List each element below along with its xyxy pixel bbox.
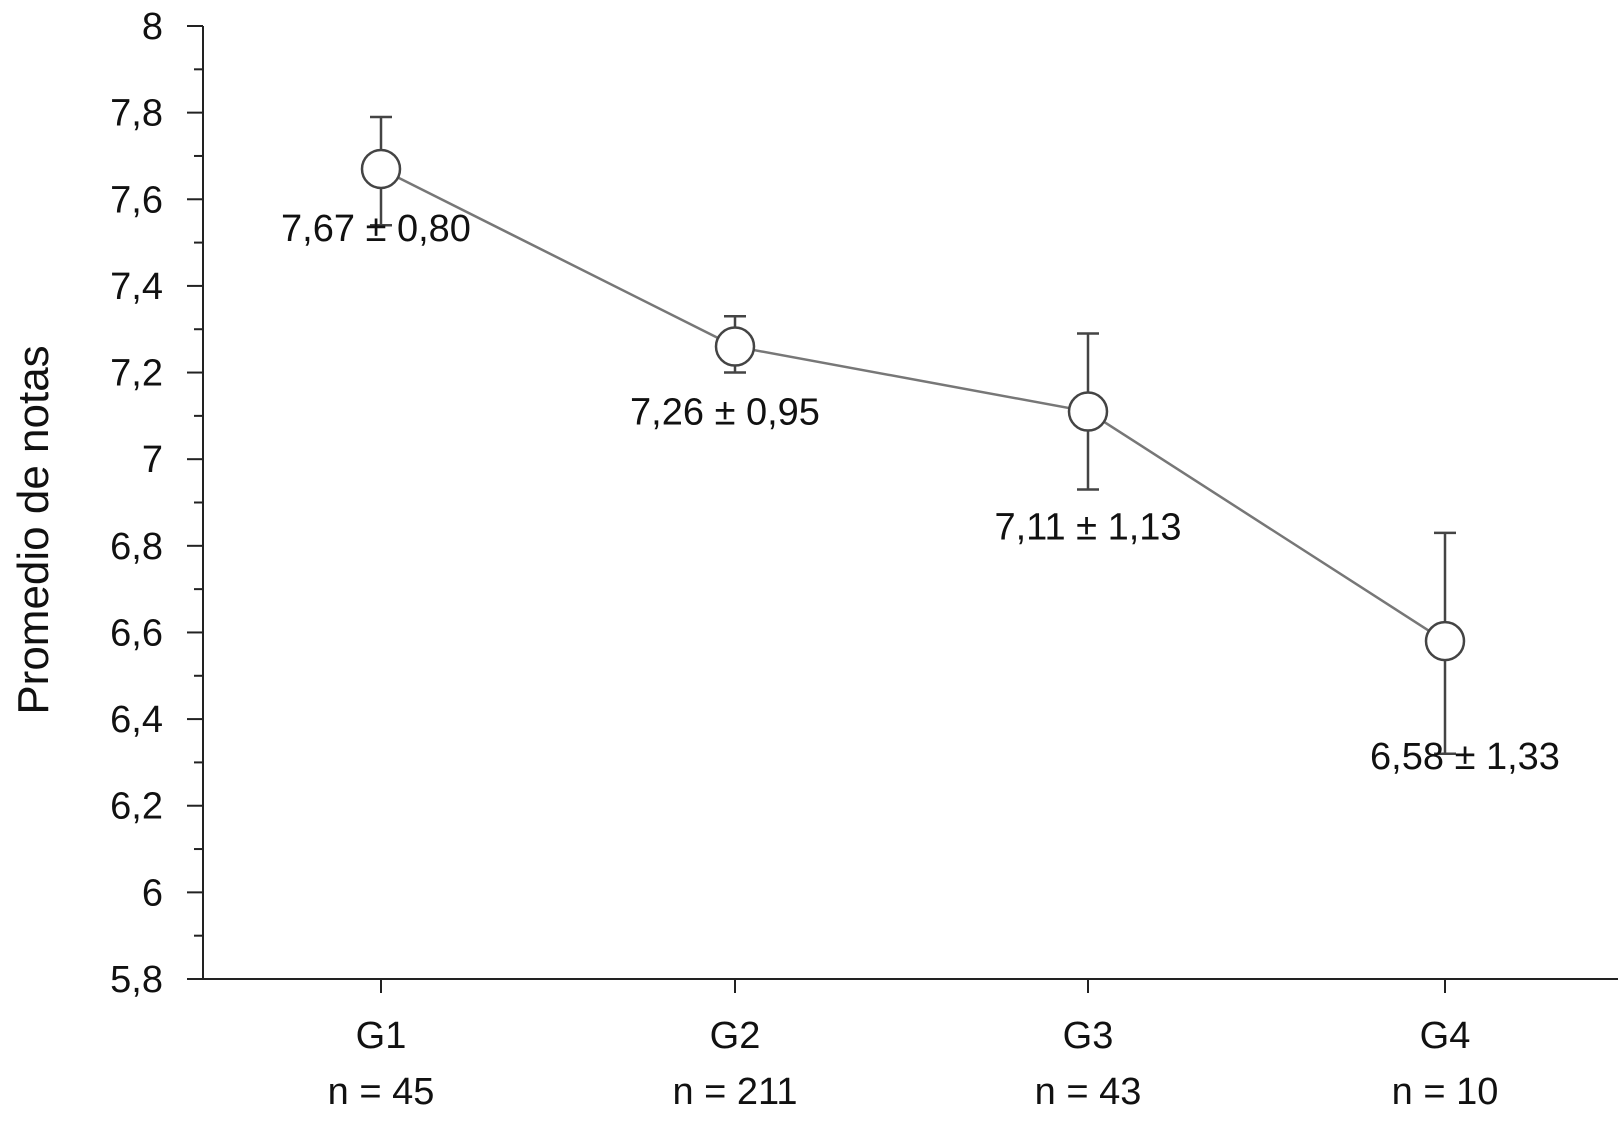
y-tick-label: 6: [142, 872, 163, 914]
x-category-label: G2: [710, 1015, 761, 1057]
data-label: 7,26 ± 0,95: [630, 392, 820, 434]
data-label: 7,11 ± 1,13: [994, 507, 1181, 549]
series-line-group: [380, 167, 1446, 643]
x-n-label: n = 43: [1035, 1071, 1142, 1113]
y-axis-title: Promedio de notas: [9, 345, 58, 714]
y-tick-label: 8: [142, 6, 163, 48]
data-point: [1424, 620, 1466, 662]
x-n-label: n = 10: [1392, 1071, 1499, 1113]
data-label: 6,58 ± 1,33: [1370, 736, 1560, 778]
x-n-label: n = 211: [672, 1071, 797, 1113]
x-category-label: G1: [356, 1015, 407, 1057]
data-label: 7,67 ± 0,80: [281, 208, 471, 250]
y-tick-label: 5,8: [110, 959, 163, 1001]
y-ticks: 8 7,8 7,6 7,4 7,2 7 6,8 6,6 6,4 6,2 6 5,8: [110, 6, 203, 1001]
y-tick-label: 7,6: [110, 179, 163, 221]
x-ticks: G1 n = 45 G2 n = 211 G3 n = 43 G4 n = 10: [328, 979, 1499, 1113]
x-category-label: G3: [1063, 1015, 1114, 1057]
y-axis-title-group: Promedio de notas: [9, 345, 58, 714]
y-tick-label: 6,6: [110, 612, 163, 654]
y-tick-label: 6,8: [110, 526, 163, 568]
error-bars: [370, 115, 1456, 755]
data-point: [360, 148, 402, 190]
markers: [360, 148, 1466, 662]
x-category-label: G4: [1420, 1015, 1471, 1057]
axes: [202, 26, 1618, 980]
y-tick-label: 6,2: [110, 786, 163, 828]
data-point: [1067, 391, 1109, 432]
y-tick-label: 7,2: [110, 353, 163, 395]
y-tick-label: 7: [142, 439, 163, 481]
data-labels: 7,67 ± 0,80 7,26 ± 0,95 7,11 ± 1,13 6,58 ± …: [281, 208, 1560, 778]
y-tick-label: 7,8: [110, 93, 163, 135]
series-line: [380, 167, 1446, 643]
data-point: [714, 326, 756, 367]
y-tick-label: 7,4: [110, 266, 163, 308]
y-tick-label: 6,4: [110, 699, 163, 741]
x-n-label: n = 45: [328, 1071, 435, 1113]
